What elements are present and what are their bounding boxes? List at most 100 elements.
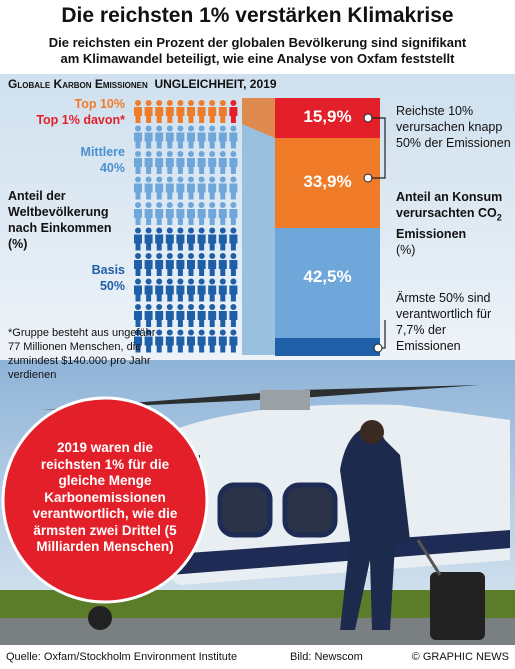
- person-part: [218, 209, 227, 225]
- person-part: [135, 202, 141, 208]
- person-part: [197, 107, 206, 123]
- photo-tarmac: [0, 618, 515, 645]
- person-part: [209, 202, 216, 208]
- person-part: [188, 227, 194, 234]
- person-part: [144, 285, 153, 302]
- person-part: [187, 336, 195, 353]
- person-icon: [197, 151, 206, 174]
- person-part: [230, 253, 237, 259]
- person-part: [197, 336, 206, 353]
- person-icon: [134, 278, 142, 302]
- person-part: [219, 329, 226, 336]
- person-part: [197, 132, 206, 149]
- person-icon: [144, 100, 153, 123]
- person-part: [176, 209, 185, 225]
- person-part: [135, 253, 141, 259]
- person-part: [155, 107, 164, 123]
- person-part: [229, 209, 238, 225]
- person-part: [188, 304, 194, 310]
- connector-top: [242, 98, 275, 138]
- person-part: [145, 304, 152, 310]
- person-part: [188, 253, 194, 259]
- person-part: [230, 151, 237, 157]
- person-icon: [134, 304, 142, 327]
- person-icon: [144, 151, 153, 174]
- person-icon: [176, 202, 185, 225]
- person-icon: [176, 253, 185, 276]
- person-part: [176, 336, 185, 353]
- person-part: [209, 253, 216, 259]
- person-icon: [197, 329, 206, 353]
- person-icon: [187, 253, 195, 276]
- person-icon: [218, 202, 227, 225]
- bar-label: 42,5%: [303, 267, 352, 286]
- person-icon: [176, 100, 185, 123]
- person-part: [219, 278, 226, 285]
- person-icon: [229, 176, 238, 200]
- callout: 2019 waren die reichsten 1% für die glei…: [32, 440, 178, 554]
- person-icon: [197, 304, 206, 327]
- person-icon: [197, 202, 206, 225]
- person-part: [218, 132, 227, 149]
- person-icon: [229, 278, 238, 302]
- person-icon: [218, 227, 227, 251]
- person-part: [166, 125, 173, 132]
- person-part: [208, 311, 217, 327]
- person-part: [198, 329, 205, 336]
- person-icon: [155, 151, 164, 174]
- person-part: [218, 234, 227, 251]
- person-icon: [208, 125, 217, 149]
- person-part: [135, 227, 141, 234]
- person-part: [156, 151, 163, 157]
- bar-label: 15,9%: [303, 107, 352, 126]
- person-part: [188, 125, 194, 132]
- person-part: [176, 158, 185, 174]
- person-icon: [165, 176, 174, 200]
- person-icon: [218, 125, 227, 149]
- person-part: [208, 107, 217, 123]
- bar-segment-orange: [275, 138, 380, 228]
- person-icon: [144, 125, 153, 149]
- person-part: [230, 329, 237, 336]
- source: Quelle: Oxfam/Stockholm Environment Inst…: [6, 651, 238, 663]
- person-icon: [134, 151, 142, 174]
- person-icon: [165, 202, 174, 225]
- person-icon: [155, 202, 164, 225]
- person-part: [166, 278, 173, 285]
- suitcase: [430, 572, 485, 640]
- person-part: [144, 183, 153, 200]
- person-part: [165, 234, 174, 251]
- person-part: [198, 304, 205, 310]
- subtitle: Die reichsten ein Prozent der globalen B…: [48, 35, 467, 50]
- person-part: [219, 125, 226, 132]
- person-part: [155, 183, 164, 200]
- person-icon: [229, 304, 238, 327]
- person-part: [145, 202, 152, 208]
- note-rich: Reichste 10% verursachen knapp 50% der E…: [396, 104, 511, 150]
- person-part: [187, 311, 195, 327]
- person-part: [145, 125, 152, 132]
- note-poor: Ärmste 50% sind verantwortlich für 7,7% …: [396, 291, 492, 353]
- note-text: Anteil an Konsum verursachten CO: [396, 190, 503, 220]
- person-part: [145, 329, 152, 336]
- person-icon: [144, 253, 153, 276]
- person-part: [134, 260, 142, 276]
- person-part: [176, 183, 185, 200]
- person-icon: [155, 304, 164, 327]
- person-part: [155, 311, 164, 327]
- person-part: [145, 151, 152, 157]
- person-part: [156, 176, 163, 183]
- person-part: [177, 151, 184, 157]
- person-part: [134, 311, 142, 327]
- person-icon: [197, 227, 206, 251]
- person-part: [156, 100, 163, 106]
- person-part: [229, 285, 238, 302]
- person-part: [187, 183, 195, 200]
- person-part: [145, 100, 152, 106]
- person-part: [177, 304, 184, 310]
- person-icon: [208, 151, 217, 174]
- person-icon: [155, 100, 164, 123]
- person-part: [188, 278, 194, 285]
- person-part: [218, 158, 227, 174]
- person-part: [229, 234, 238, 251]
